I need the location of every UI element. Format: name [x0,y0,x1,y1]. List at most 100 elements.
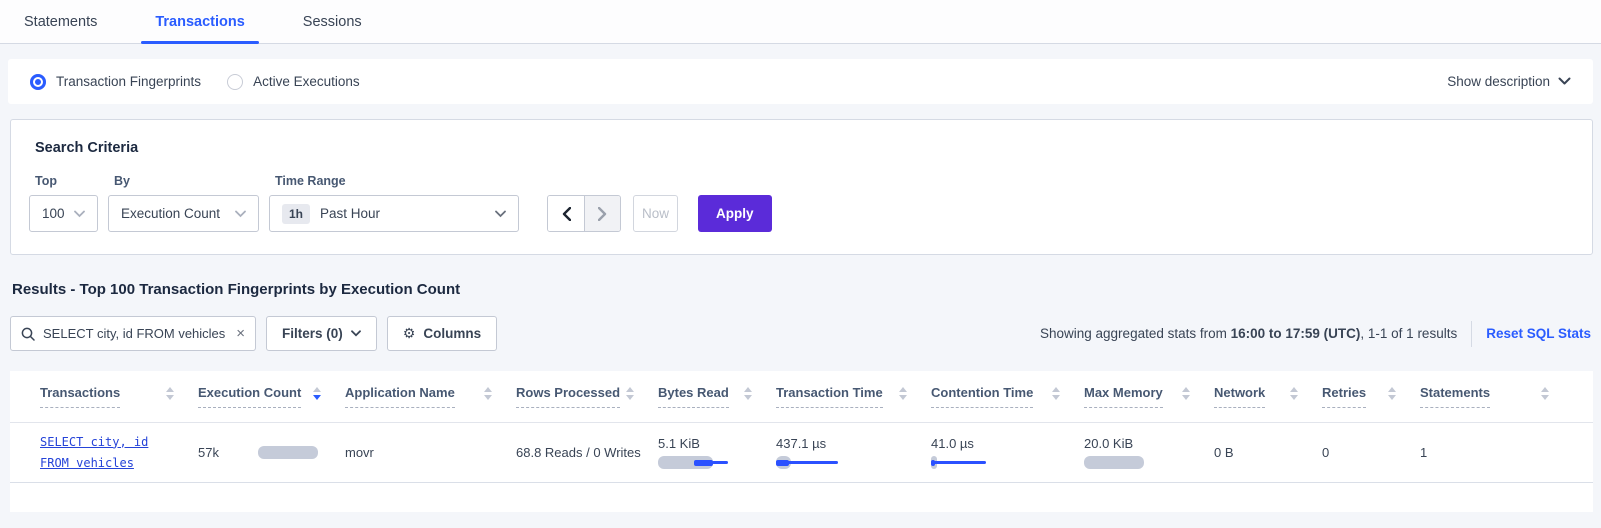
column-header-rows-processed[interactable]: Rows Processed [516,385,658,408]
results-table: Transactions Execution Count Application… [10,371,1593,512]
chevron-down-icon [74,210,85,217]
search-input[interactable] [43,326,229,341]
radio-selected-icon [30,73,46,90]
sort-toggle-icon[interactable] [899,387,907,400]
sort-toggle-icon[interactable] [626,387,634,400]
clear-search-icon[interactable]: × [236,325,245,342]
filters-button-label: Filters (0) [282,326,343,341]
now-button[interactable]: Now [633,195,678,232]
radio-unselected-icon [227,73,244,90]
chevron-down-icon [1558,77,1571,85]
apply-button-label: Apply [716,206,754,221]
tab-transactions-label: Transactions [155,13,245,30]
stats-prefix: Showing aggregated stats from [1040,326,1231,341]
search-box: × [10,316,256,351]
column-header-execution-count[interactable]: Execution Count [198,385,345,408]
now-button-label: Now [641,206,669,221]
chevron-down-icon [495,210,506,217]
column-header-application-name[interactable]: Application Name [345,385,516,408]
column-header-retries[interactable]: Retries [1322,385,1420,408]
by-field-label: By [114,174,130,188]
top-field: Top 100 [29,174,98,232]
column-header-contention-time[interactable]: Contention Time [931,385,1084,408]
bytes-read-value: 5.1 KiB [658,436,700,451]
top-select[interactable]: 100 [29,195,98,232]
time-range-field-label: Time Range [275,174,346,188]
by-select[interactable]: Execution Count [108,195,259,232]
sort-desc-icon[interactable] [313,387,321,400]
tab-statements[interactable]: Statements [10,0,111,43]
column-header-network[interactable]: Network [1214,385,1322,408]
column-header-bytes-read[interactable]: Bytes Read [658,385,776,408]
chevron-down-icon [350,330,361,337]
rows-processed-value: 68.8 Reads / 0 Writes [516,445,641,460]
column-header-transactions[interactable]: Transactions [40,385,198,408]
sort-toggle-icon[interactable] [484,387,492,400]
sort-toggle-icon[interactable] [166,387,174,400]
view-toggle-panel: Transaction Fingerprints Active Executio… [8,59,1593,104]
time-range-value: Past Hour [320,206,381,221]
by-field: By Execution Count [108,174,259,232]
time-range-badge: 1h [282,203,311,224]
cell-bytes-read: 5.1 KiB [658,436,776,469]
sort-toggle-icon[interactable] [1541,387,1549,400]
search-criteria-controls: Top 100 By Execution Count Time Range 1h [29,174,1574,232]
time-range-select[interactable]: 1h Past Hour [269,195,519,232]
previous-time-range-button[interactable] [548,196,584,231]
column-header-transaction-time[interactable]: Transaction Time [776,385,931,408]
table-header-row: Transactions Execution Count Application… [10,371,1593,423]
chevron-left-icon [562,206,571,221]
sort-toggle-icon[interactable] [1290,387,1298,400]
retries-value: 0 [1322,445,1330,460]
cell-execution-count: 57k [198,445,345,460]
radio-active-executions[interactable]: Active Executions [227,73,360,90]
search-criteria-panel: Search Criteria Top 100 By Execution Cou… [10,119,1593,255]
time-range-field: Time Range 1h Past Hour [269,174,519,232]
cell-application-name: movr [345,445,516,460]
application-name-value: movr [345,445,374,460]
bytes-read-bar [658,456,738,469]
sort-toggle-icon[interactable] [1388,387,1396,400]
apply-button[interactable]: Apply [698,195,772,232]
radio-active-executions-label: Active Executions [253,74,360,89]
sort-toggle-icon[interactable] [1182,387,1190,400]
reset-sql-stats-link[interactable]: Reset SQL Stats [1486,326,1591,341]
toolbar-divider [1471,320,1473,347]
tab-statements-label: Statements [24,13,98,30]
cell-retries: 0 [1322,445,1420,460]
show-description-toggle[interactable]: Show description [1447,74,1571,89]
execution-count-bar [258,446,318,459]
network-value: 0 B [1214,445,1234,460]
column-header-max-memory[interactable]: Max Memory [1084,385,1214,408]
sort-toggle-icon[interactable] [1052,387,1060,400]
results-title: Results - Top 100 Transaction Fingerprin… [12,281,461,298]
page-tabs: Statements Transactions Sessions [0,0,1601,44]
contention-time-bar [931,456,1011,469]
tab-sessions[interactable]: Sessions [289,0,376,43]
next-time-range-button[interactable] [584,196,620,231]
aggregated-stats-text: Showing aggregated stats from 16:00 to 1… [1040,326,1457,341]
stats-time-range: 16:00 to 17:59 (UTC) [1230,326,1361,341]
contention-time-value: 41.0 µs [931,436,974,451]
transaction-link-line2[interactable]: FROM vehicles [40,455,134,470]
transaction-link-line1[interactable]: SELECT city, id [40,434,149,449]
column-header-statements[interactable]: Statements [1420,385,1593,408]
cell-network: 0 B [1214,445,1322,460]
radio-transaction-fingerprints[interactable]: Transaction Fingerprints [30,73,202,90]
columns-button-label: Columns [423,326,482,341]
search-icon [21,327,35,341]
statements-value: 1 [1420,445,1428,460]
time-range-step-group [547,195,621,232]
sort-toggle-icon[interactable] [744,387,752,400]
by-select-value: Execution Count [121,206,221,221]
radio-transaction-fingerprints-label: Transaction Fingerprints [56,74,202,89]
tab-transactions[interactable]: Transactions [141,0,260,44]
columns-button[interactable]: ⚙ Columns [386,316,498,351]
top-select-value: 100 [42,206,65,221]
results-toolbar: × Filters (0) ⚙ Columns Showing aggregat… [10,316,1593,351]
filters-button[interactable]: Filters (0) [266,316,377,351]
cell-rows-processed: 68.8 Reads / 0 Writes [516,445,658,460]
cell-transaction-fingerprint[interactable]: SELECT city, id FROM vehicles [40,432,198,474]
chevron-right-icon [598,206,607,221]
gear-icon: ⚙ [402,325,416,342]
